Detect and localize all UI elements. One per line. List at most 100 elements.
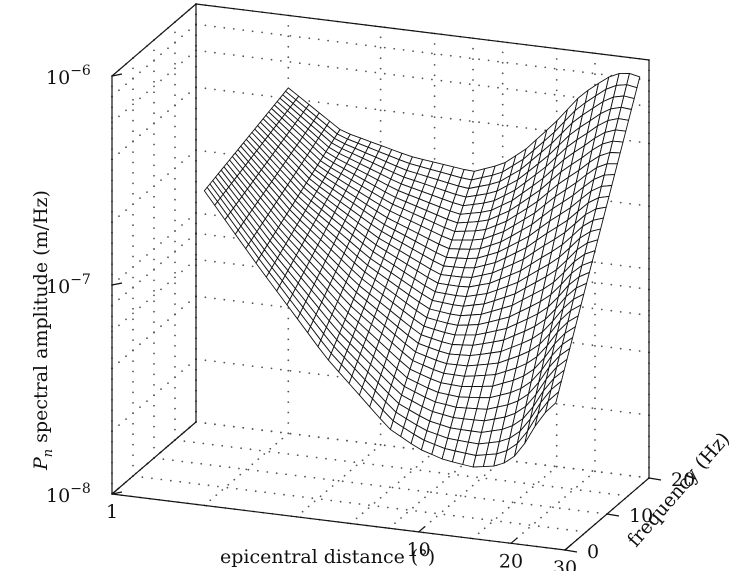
grid-dot [431, 115, 433, 118]
grid-dot [251, 30, 254, 33]
grid-dot [525, 461, 528, 464]
grid-dot [125, 318, 127, 321]
grid-dot [153, 122, 155, 125]
grid-dot [153, 394, 155, 396]
grid-dot [418, 501, 420, 504]
grid-dot [269, 447, 272, 450]
grid-dot [594, 313, 596, 316]
grid-dot [315, 456, 318, 459]
grid-dot [153, 49, 155, 52]
grid-dot [629, 474, 631, 477]
grid-dot [132, 130, 134, 133]
grid-dot [298, 433, 301, 436]
grid-dot [427, 455, 430, 458]
x-tick-mark [111, 488, 119, 495]
grid-dot [257, 458, 260, 460]
grid-dot [132, 103, 134, 106]
grid-dot [153, 289, 155, 292]
grid-dot [472, 141, 474, 144]
grid-dot [553, 67, 556, 70]
grid-dot [204, 359, 207, 362]
grid-dot [139, 343, 141, 346]
grid-dot [280, 431, 282, 434]
grid-dot [153, 227, 155, 230]
grid-dot [146, 337, 148, 340]
z-tick-mark [111, 491, 123, 495]
grid-dot [254, 490, 257, 493]
grid-dot [379, 99, 382, 101]
grid-dot [412, 50, 414, 52]
grid-dot [501, 51, 504, 54]
grid-dot [346, 439, 348, 442]
grid-dot [379, 67, 382, 70]
grid-dot [460, 465, 462, 468]
grid-dot [365, 70, 367, 73]
grid-dot [306, 455, 308, 458]
grid-dot [167, 382, 169, 384]
grid-dot [174, 167, 176, 170]
grid-dot [132, 255, 134, 258]
grid-dot [638, 475, 641, 478]
grid-dot [379, 496, 382, 499]
z-axis-label-symbol: P [30, 456, 52, 471]
grid-dot [153, 331, 155, 334]
grid-dot [174, 355, 176, 358]
grid-dot [543, 476, 546, 478]
grid-dot [373, 449, 376, 451]
grid-dot [160, 478, 163, 481]
grid-dot [400, 467, 403, 469]
grid-dot [211, 443, 214, 446]
grid-dot [442, 481, 444, 483]
grid-dot [132, 464, 134, 467]
grid-dot [610, 200, 613, 203]
grid-dot [497, 123, 499, 126]
grid-dot [478, 121, 480, 124]
grid-dot [181, 224, 183, 226]
grid-dot [563, 95, 565, 97]
grid-dot [167, 256, 169, 259]
grid-dot [160, 288, 162, 291]
grid-dot [132, 234, 134, 237]
z-axis-label: Pn spectral amplitude (m/Hz) [30, 190, 56, 471]
grid-dot [477, 479, 480, 482]
grid-dot [525, 64, 528, 66]
grid-dot [204, 233, 207, 236]
grid-dot [118, 215, 120, 218]
grid-dot [600, 282, 603, 285]
grid-dot [490, 519, 493, 522]
grid-dot [118, 361, 120, 364]
grid-dot [443, 513, 446, 516]
grid-dot [247, 468, 250, 471]
grid-dot [629, 286, 631, 288]
grid-dot [383, 109, 386, 112]
grid-dot [374, 45, 377, 48]
grid-dot [160, 116, 162, 119]
grid-dot [146, 128, 148, 131]
grid-dot [204, 422, 207, 425]
grid-dot [391, 465, 393, 468]
grid-dot [594, 303, 596, 305]
grid-dot [594, 365, 596, 368]
grid-dot [174, 261, 176, 264]
grid-dot [261, 366, 263, 369]
grid-dot [576, 485, 578, 488]
grid-dot [287, 56, 290, 59]
grid-dot [153, 279, 155, 282]
grid-dot [132, 182, 134, 185]
grid-dot [393, 110, 396, 113]
x-tick-label: 10 [407, 539, 431, 561]
grid-dot [575, 529, 578, 532]
grid-dot [344, 460, 346, 462]
grid-dot [209, 464, 212, 466]
grid-dot [287, 401, 290, 403]
grid-dot [330, 499, 333, 502]
grid-dot [468, 57, 471, 59]
grid-dot [223, 424, 226, 427]
grid-dot [368, 504, 370, 507]
grid-dot [433, 53, 436, 56]
grid-dot [146, 274, 148, 277]
y-tick-label: 20 [671, 469, 695, 491]
grid-dot [530, 503, 533, 506]
grid-dot [242, 92, 245, 94]
grid-dot [251, 302, 254, 305]
